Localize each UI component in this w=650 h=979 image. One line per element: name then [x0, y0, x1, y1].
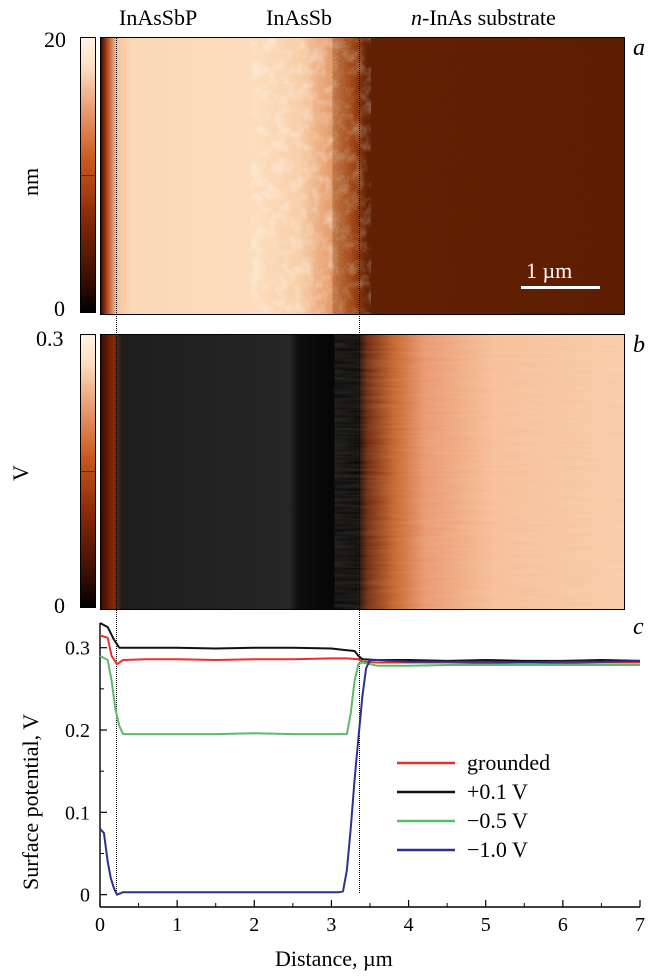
- y-tick-label: 0.3: [65, 638, 90, 660]
- potential-map: [100, 334, 625, 610]
- legend-label-2: −0.5 V: [467, 808, 528, 833]
- y-tick-label: 0.1: [65, 802, 90, 824]
- legend-label-3: −1.0 V: [467, 837, 528, 862]
- y-tick-label: 0.2: [65, 720, 90, 742]
- panel-letter-c: c: [633, 614, 644, 640]
- colorbar-a-min: 0: [54, 296, 65, 321]
- scalebar: [521, 286, 600, 289]
- scalebar-label: 1 µm: [526, 258, 572, 283]
- interface-marker-right: [359, 37, 360, 893]
- panel-letter-b: b: [633, 332, 645, 358]
- substrate-n-prefix: n: [411, 5, 422, 30]
- colorbar-b: [80, 334, 96, 608]
- legend-label-1: +0.1 V: [467, 779, 528, 804]
- colorbar-b-min: 0: [54, 593, 65, 618]
- y-tick-label: 0: [80, 885, 90, 907]
- layer-label-inassbp: InAsSbP: [119, 5, 198, 30]
- x-axis-label: Distance, µm: [275, 946, 393, 971]
- x-tick-label: 0: [95, 914, 105, 936]
- series-line-3: [99, 659, 641, 896]
- series-line-2: [99, 655, 640, 736]
- substrate-label-rest: -InAs substrate: [422, 5, 556, 30]
- x-tick-label: 3: [326, 914, 336, 936]
- x-tick-label: 7: [635, 914, 645, 936]
- x-tick-label: 5: [481, 914, 491, 936]
- colorbar-a: [80, 37, 96, 313]
- colorbar-b-max: 0.3: [36, 326, 64, 351]
- layer-label-inassb: InAsSb: [266, 5, 333, 30]
- x-tick-label: 4: [404, 914, 414, 936]
- x-tick-label: 1: [172, 914, 182, 936]
- panel-letter-a: a: [633, 35, 645, 61]
- x-tick-label: 6: [558, 914, 568, 936]
- layer-label-substrate: n-InAs substrate: [411, 5, 556, 31]
- legend-label-0: grounded: [467, 750, 550, 775]
- colorbar-a-max: 20: [44, 27, 66, 52]
- interface-marker-left: [116, 37, 117, 893]
- series-line-1: [99, 622, 641, 662]
- topography-map: 1 µm: [100, 37, 625, 315]
- x-tick-label: 2: [249, 914, 259, 936]
